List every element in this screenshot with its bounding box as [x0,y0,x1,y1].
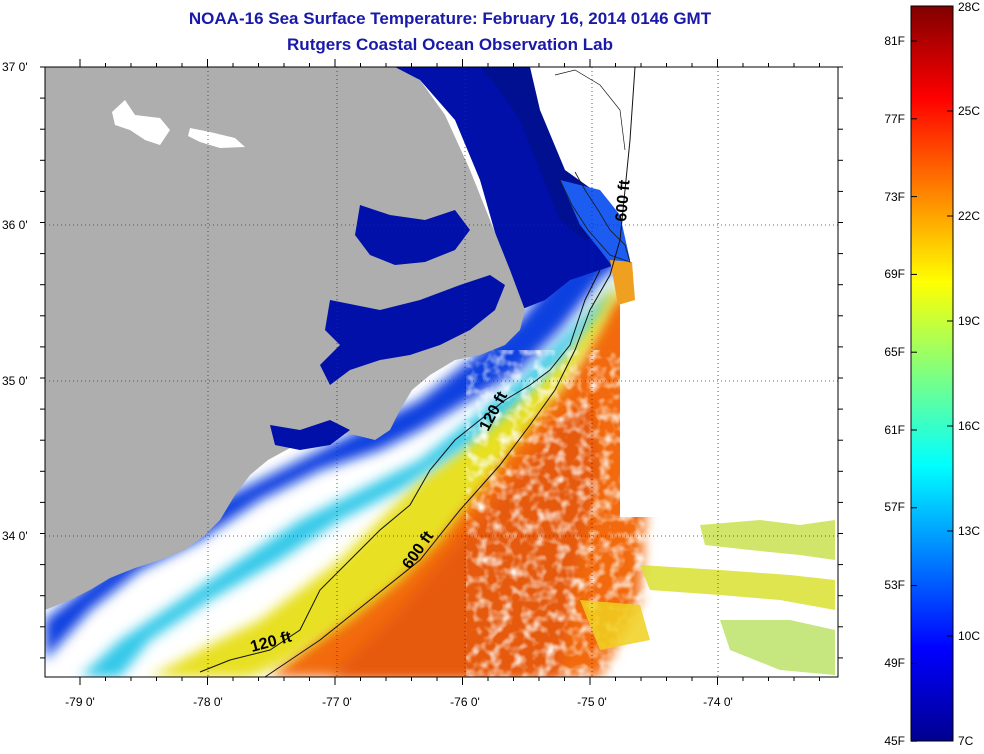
colorbar-c-label: 22C [958,209,980,223]
colorbar-f-label: 73F [884,190,905,204]
graticule [45,67,838,677]
map-subtitle: Rutgers Coastal Ocean Observation Lab [287,35,613,54]
colorbar-f-label: 65F [884,345,905,359]
colorbar-f-label: 57F [884,500,905,514]
lon-label: -78 0' [193,695,223,709]
lon-label: -74 0' [703,695,733,709]
colorbar-c-label: 19C [958,314,980,328]
colorbar-c-label: 13C [958,524,980,538]
colorbar-c-label: 16C [958,419,980,433]
colorbar-f-label: 77F [884,112,905,126]
sst-field [45,67,838,677]
depth-contours [199,66,636,678]
colorbar-c-label: 7C [958,734,974,748]
lon-label: -75 0' [577,695,607,709]
colorbar: 81F 77F 73F 69F 65F 61F 57F 53F 49F 45F … [884,0,980,748]
colorbar-f-label: 61F [884,423,905,437]
lat-label: 37 0' [2,60,28,74]
colorbar-f-label: 49F [884,656,905,670]
contour-600ft [264,66,636,678]
lat-label: 35 0' [2,374,28,388]
contour-label-600-upper: 600 ft [613,179,634,223]
colorbar-f-label: 69F [884,267,905,281]
map-title: NOAA-16 Sea Surface Temperature: Februar… [188,9,712,28]
map-frame [44,66,839,678]
colorbar-f-label: 81F [884,34,905,48]
lon-label: -79 0' [65,695,95,709]
lon-label: -77 0' [322,695,352,709]
lat-label: 34 0' [2,529,28,543]
colorbar-f-label: 53F [884,578,905,592]
axis-ticks [40,59,843,685]
lon-label: -76 0' [450,695,480,709]
contour-120ft [199,269,601,673]
lat-label: 36 0' [2,218,28,232]
land-mass [45,67,525,610]
colorbar-c-label: 25C [958,104,980,118]
colorbar-f-label: 45F [884,734,905,748]
colorbar-gradient [910,5,954,742]
colorbar-c-label: 10C [958,629,980,643]
colorbar-c-label: 28C [958,0,980,14]
axis-labels: -79 0' -78 0' -77 0' -76 0' -75 0' -74 0… [2,60,733,709]
